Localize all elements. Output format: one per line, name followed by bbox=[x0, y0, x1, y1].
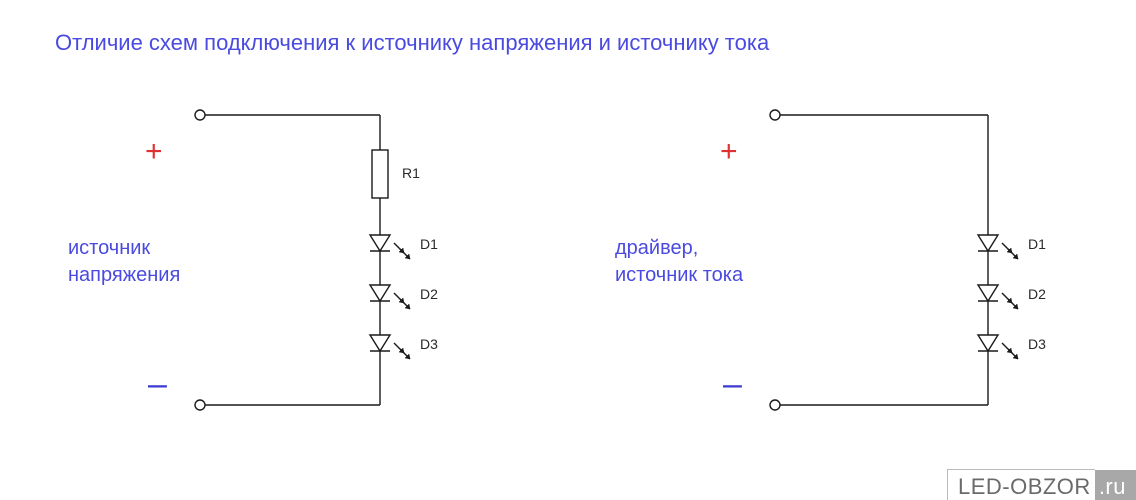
terminal-plus: + bbox=[145, 135, 163, 169]
page-title: Отличие схем подключения к источнику нап… bbox=[55, 30, 769, 56]
svg-text:R1: R1 bbox=[402, 165, 420, 181]
svg-text:D2: D2 bbox=[420, 286, 438, 302]
circuit-right: D1 D2 D3 bbox=[770, 110, 1046, 410]
svg-text:D1: D1 bbox=[420, 236, 438, 252]
circuit-label: источникнапряжения bbox=[68, 235, 180, 289]
svg-text:D2: D2 bbox=[1028, 286, 1046, 302]
watermark-prefix: LED-OBZOR bbox=[947, 469, 1095, 500]
circuit-left: R1 D1 D2 D3 bbox=[195, 110, 438, 410]
svg-text:D1: D1 bbox=[1028, 236, 1046, 252]
svg-text:D3: D3 bbox=[420, 336, 438, 352]
terminal-minus: – bbox=[148, 365, 167, 404]
svg-text:D3: D3 bbox=[1028, 336, 1046, 352]
circuit-label: драйвер,источник тока bbox=[615, 235, 743, 289]
terminal-plus: + bbox=[720, 135, 738, 169]
watermark: LED-OBZOR.ru bbox=[947, 474, 1136, 500]
terminal-minus: – bbox=[723, 365, 742, 404]
watermark-suffix: .ru bbox=[1095, 470, 1136, 500]
